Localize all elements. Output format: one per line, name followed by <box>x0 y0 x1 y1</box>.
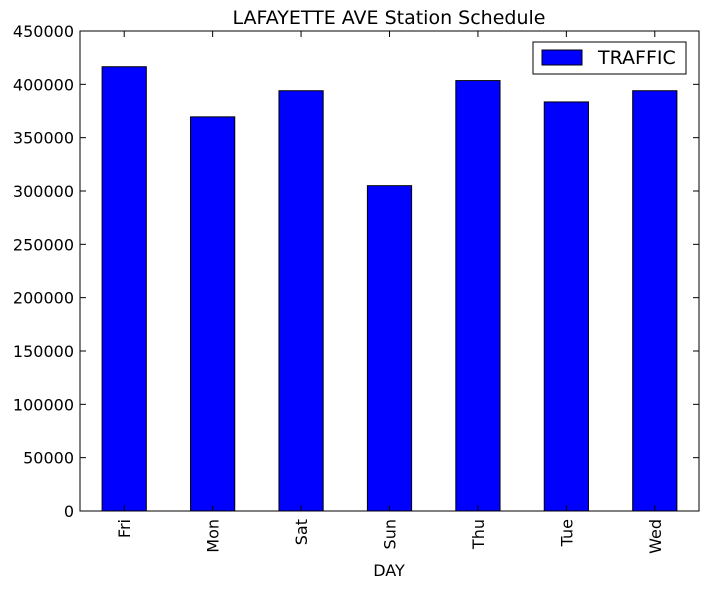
legend-label: TRAFFIC <box>597 47 676 69</box>
bar-sun <box>366 185 413 512</box>
legend-swatch <box>541 49 583 66</box>
y-tick-label: 450000 <box>13 22 74 41</box>
legend: TRAFFIC <box>532 41 687 75</box>
x-tick-label: Sat <box>292 519 311 545</box>
y-tick-label: 250000 <box>13 235 74 254</box>
y-tick-label: 200000 <box>13 289 74 308</box>
x-tick-label: Tue <box>557 519 576 547</box>
y-tick-label: 300000 <box>13 182 74 201</box>
y-tick-label: 400000 <box>13 75 74 94</box>
bar-thu <box>455 80 501 512</box>
bars-layer <box>101 66 678 512</box>
y-tick-label: 150000 <box>13 342 74 361</box>
x-tick-label: Wed <box>646 519 665 554</box>
x-tick-label: Fri <box>115 519 134 538</box>
bar-mon <box>190 116 236 512</box>
y-tick-label: 100000 <box>13 395 74 414</box>
x-tick-label: Thu <box>469 519 488 550</box>
bar-sat <box>278 90 324 512</box>
axes-layer: 0 50000 100000 150000 200000 250000 300000 3500… <box>13 22 700 554</box>
y-tick-label: 350000 <box>13 129 74 148</box>
bar-fri <box>101 66 147 512</box>
bar-wed <box>632 90 678 512</box>
chart-title: LAFAYETTE AVE Station Schedule <box>233 7 546 29</box>
x-tick-label: Sun <box>381 519 400 549</box>
bar-tue <box>543 101 589 512</box>
y-tick-label: 0 <box>64 502 74 521</box>
y-tick-label: 50000 <box>23 449 74 468</box>
x-axis-label: DAY <box>373 561 405 580</box>
x-tick-label: Mon <box>204 519 223 553</box>
